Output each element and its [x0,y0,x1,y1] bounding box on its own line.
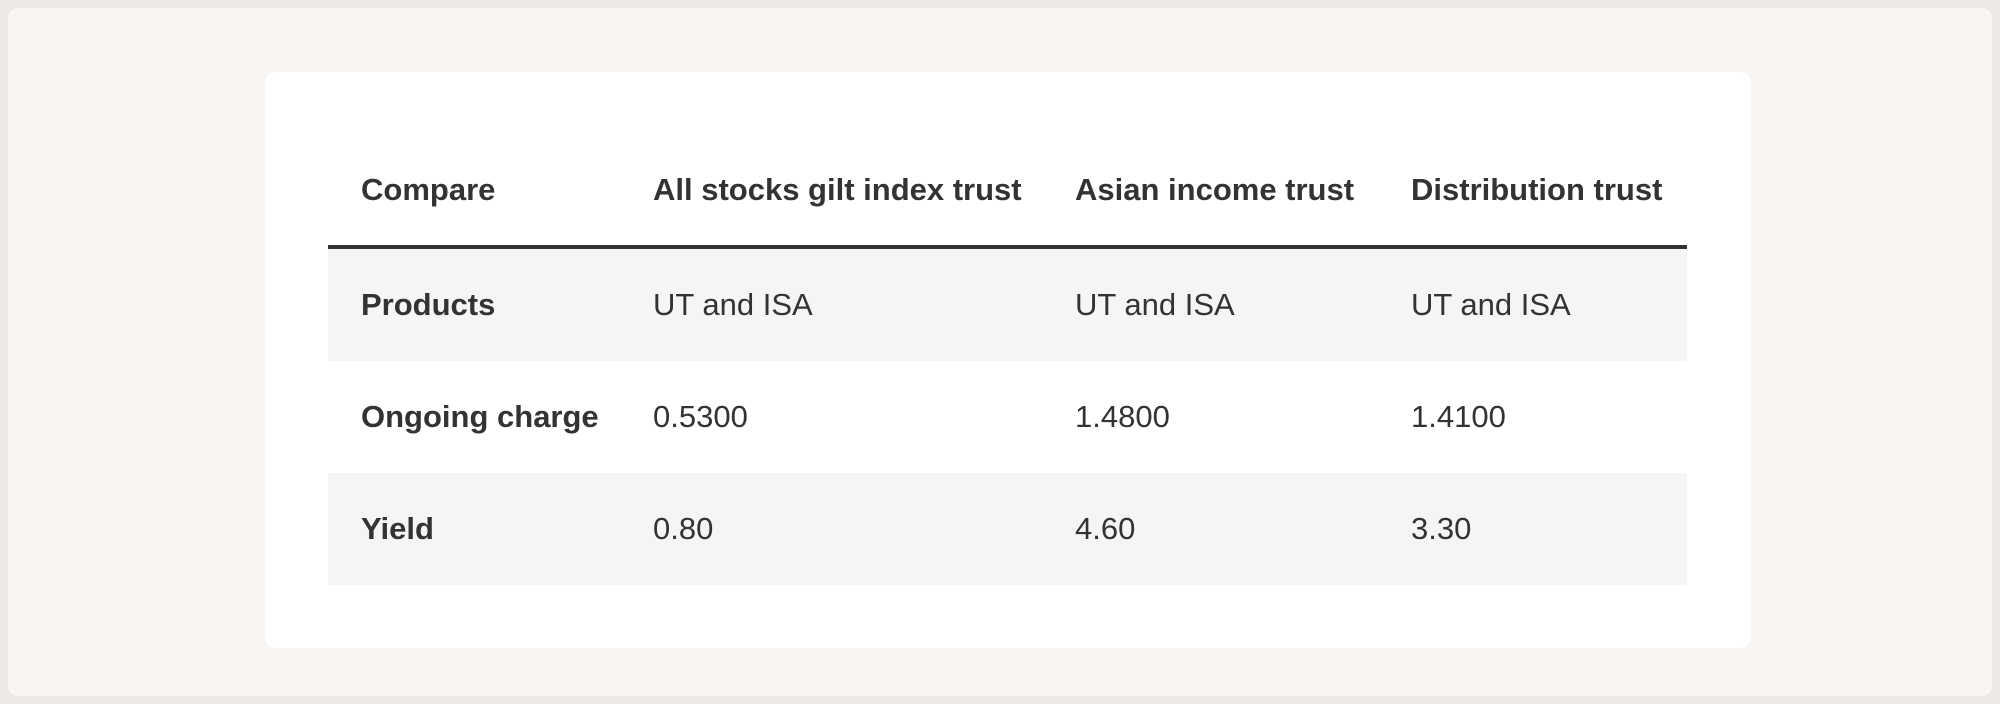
header-asian-income-trust: Asian income trust [1042,135,1378,249]
page-background: Compare All stocks gilt index trust Asia… [8,8,1992,696]
header-compare: Compare [328,135,620,249]
cell-ongoing-charge-asian: 1.4800 [1075,399,1170,434]
cell-products-gilt: UT and ISA [620,247,1042,361]
cell-products-asian: UT and ISA [1042,247,1378,361]
row-label-yield: Yield [328,473,620,585]
fund-comparison-table: Compare All stocks gilt index trust Asia… [328,135,1687,585]
row-label-ongoing-charge: Ongoing charge [361,399,599,434]
cell-yield-distribution: 3.30 [1378,473,1687,585]
cell-ongoing-charge-gilt: 0.5300 [653,399,748,434]
table-row-yield: Yield 0.80 4.60 3.30 [328,473,1687,585]
cell-products-distribution: UT and ISA [1378,247,1687,361]
row-label-products: Products [328,247,620,361]
header-distribution-trust: Distribution trust [1378,135,1687,249]
cell-yield-asian: 4.60 [1042,473,1378,585]
header-all-stocks-gilt-index-trust: All stocks gilt index trust [620,135,1042,249]
cell-ongoing-charge-distribution: 1.4100 [1411,399,1506,434]
table-row-ongoing-charge: Ongoing charge 0.5300 1.4800 1.4100 [328,361,1687,473]
comparison-card: Compare All stocks gilt index trust Asia… [265,72,1751,648]
table-header-row: Compare All stocks gilt index trust Asia… [328,135,1687,249]
cell-yield-gilt: 0.80 [620,473,1042,585]
table-row-products: Products UT and ISA UT and ISA UT and IS… [328,247,1687,361]
